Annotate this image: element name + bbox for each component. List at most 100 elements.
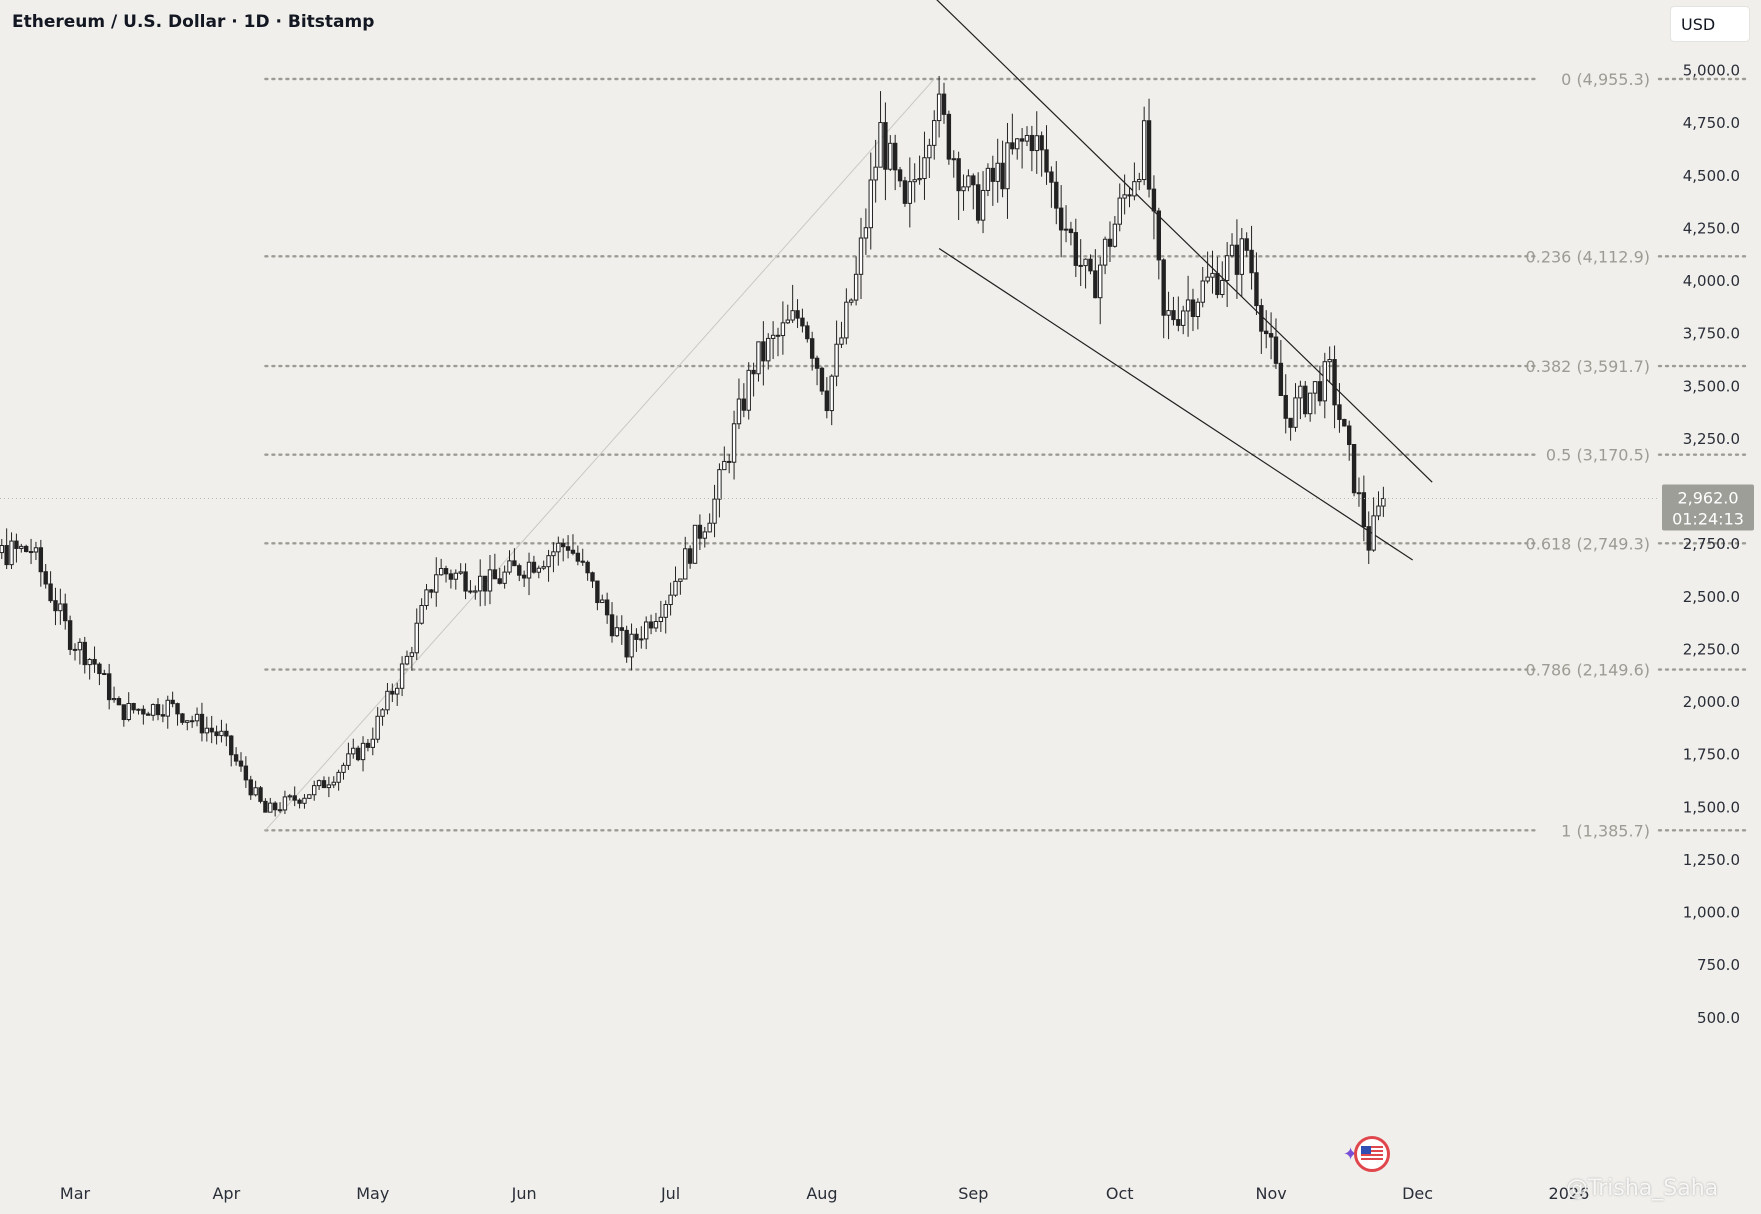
candle-body: [897, 169, 903, 182]
candle-body: [512, 560, 517, 567]
candle-body: [28, 551, 34, 554]
candle-body: [1063, 228, 1069, 231]
candle-body: [43, 571, 48, 585]
candle-body: [936, 93, 942, 122]
candle-body: [1029, 134, 1035, 152]
candle-body: [1146, 120, 1152, 190]
candle-body: [731, 423, 737, 463]
candle-body: [614, 627, 620, 637]
candle-body: [58, 603, 63, 612]
candle-body: [419, 605, 424, 624]
candle-body: [1342, 418, 1347, 427]
candle-body: [1234, 244, 1240, 275]
candle-body: [1347, 425, 1352, 446]
candle-body: [780, 322, 786, 337]
candle-body: [1190, 299, 1196, 318]
candle-body: [360, 742, 366, 761]
current-price-label: 2,962.0: [1677, 489, 1738, 508]
candle-body: [375, 715, 380, 740]
candle-body: [404, 655, 410, 665]
candle-body: [917, 178, 922, 181]
fib-level-label: 0 (4,955.3): [1561, 70, 1650, 89]
x-tick-label: Jun: [511, 1184, 537, 1203]
candle-body: [639, 638, 644, 641]
candle-body: [575, 552, 581, 562]
candle-body: [912, 179, 917, 183]
candle-body: [1312, 381, 1318, 394]
candle-body: [38, 547, 44, 573]
candle-body: [1176, 319, 1181, 326]
candle-body: [668, 594, 673, 606]
candle-body: [726, 460, 732, 463]
candle-body: [883, 122, 888, 170]
candle-body: [1088, 258, 1093, 272]
candle-body: [902, 180, 908, 204]
candle-body: [595, 580, 600, 604]
candle-body: [805, 325, 810, 340]
y-tick-label: 4,750.0: [1683, 114, 1740, 132]
fib-diagonal-line: [265, 78, 935, 831]
candle-body: [165, 699, 170, 717]
candle-body: [712, 498, 717, 524]
x-tick-label: Sep: [958, 1184, 988, 1203]
candle-body: [761, 341, 766, 362]
candle-body: [1024, 134, 1030, 142]
candle-body: [312, 785, 317, 796]
candle-body: [702, 531, 707, 539]
candle-body: [87, 658, 92, 666]
trendlines[interactable]: [866, 0, 1433, 561]
candle-body: [243, 765, 249, 781]
candle-body: [663, 604, 668, 618]
candle-body: [1351, 444, 1357, 494]
candle-body: [502, 571, 507, 584]
candle-body: [736, 398, 742, 425]
candle-body: [194, 713, 200, 722]
candle-body: [1166, 310, 1171, 316]
candle-body: [1268, 333, 1274, 338]
candle-body: [629, 633, 634, 658]
candle-body: [238, 760, 244, 767]
candle-body: [1083, 258, 1088, 267]
candle-body: [1229, 244, 1235, 257]
candle-body: [326, 784, 332, 789]
candle-body: [683, 548, 688, 580]
candle-body: [121, 704, 127, 721]
candle-body: [1093, 270, 1098, 299]
candle-body: [492, 569, 498, 580]
candle-body: [321, 780, 327, 789]
candle-body: [604, 599, 610, 616]
candle-body: [697, 524, 703, 539]
candle-body: [1117, 197, 1122, 225]
candle-body: [878, 122, 883, 168]
candle-body: [980, 189, 986, 221]
candle-body: [1000, 162, 1005, 190]
candle-body: [741, 398, 747, 411]
candle-body: [1322, 361, 1327, 402]
candle-body: [429, 589, 434, 593]
candle-body: [126, 702, 131, 721]
fibonacci-retracement[interactable]: 0 (4,955.3) 0.236 (4,112.9) 0.382 (3,591.7…: [264, 70, 1752, 840]
candle-body: [116, 698, 122, 706]
us-flag-icon[interactable]: [1354, 1136, 1390, 1172]
candle-body: [307, 794, 312, 799]
candle-body: [1181, 310, 1186, 326]
candle-body: [1224, 255, 1230, 281]
candle-body: [956, 158, 961, 192]
candle-body: [868, 179, 873, 229]
candle-body: [1098, 264, 1103, 299]
candle-body: [990, 167, 996, 182]
candle-body: [609, 614, 615, 637]
candle-body: [717, 469, 722, 500]
y-tick-label: 2,500.0: [1683, 588, 1740, 606]
candle-body: [966, 175, 971, 188]
currency-button[interactable]: USD: [1670, 6, 1750, 42]
axes: 500.0 750.0 1,000.0 1,250.0 1,500.0 1,750.0 2,…: [60, 9, 1740, 1203]
candle-body: [746, 369, 751, 411]
candle-body: [443, 568, 449, 575]
candle-body: [785, 319, 790, 324]
candle-body: [590, 572, 595, 582]
candle-body: [1332, 359, 1337, 406]
candle-body: [907, 181, 913, 204]
candle-body: [995, 162, 1000, 182]
